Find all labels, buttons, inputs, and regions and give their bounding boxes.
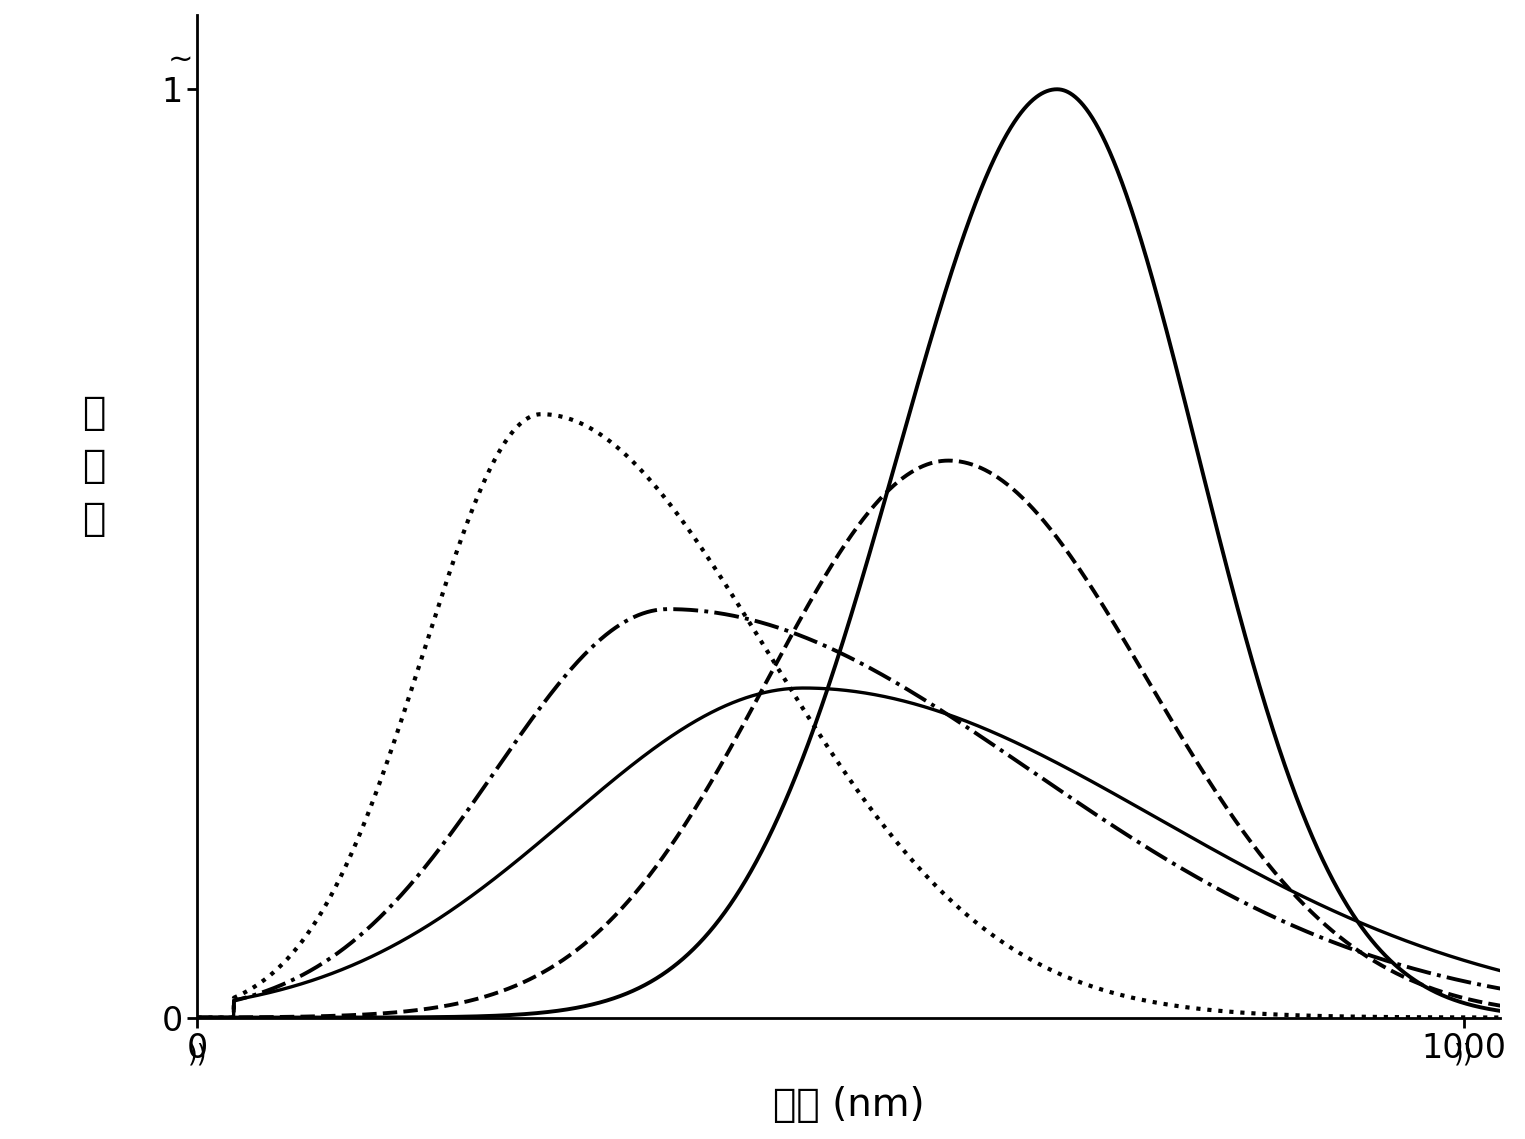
Text: )): )): [188, 1042, 207, 1066]
Text: 吸
光
度: 吸 光 度: [81, 394, 105, 538]
X-axis label: 波长 (nm): 波长 (nm): [773, 1085, 924, 1124]
Text: )): )): [1455, 1042, 1473, 1066]
Text: ~: ~: [168, 46, 194, 75]
